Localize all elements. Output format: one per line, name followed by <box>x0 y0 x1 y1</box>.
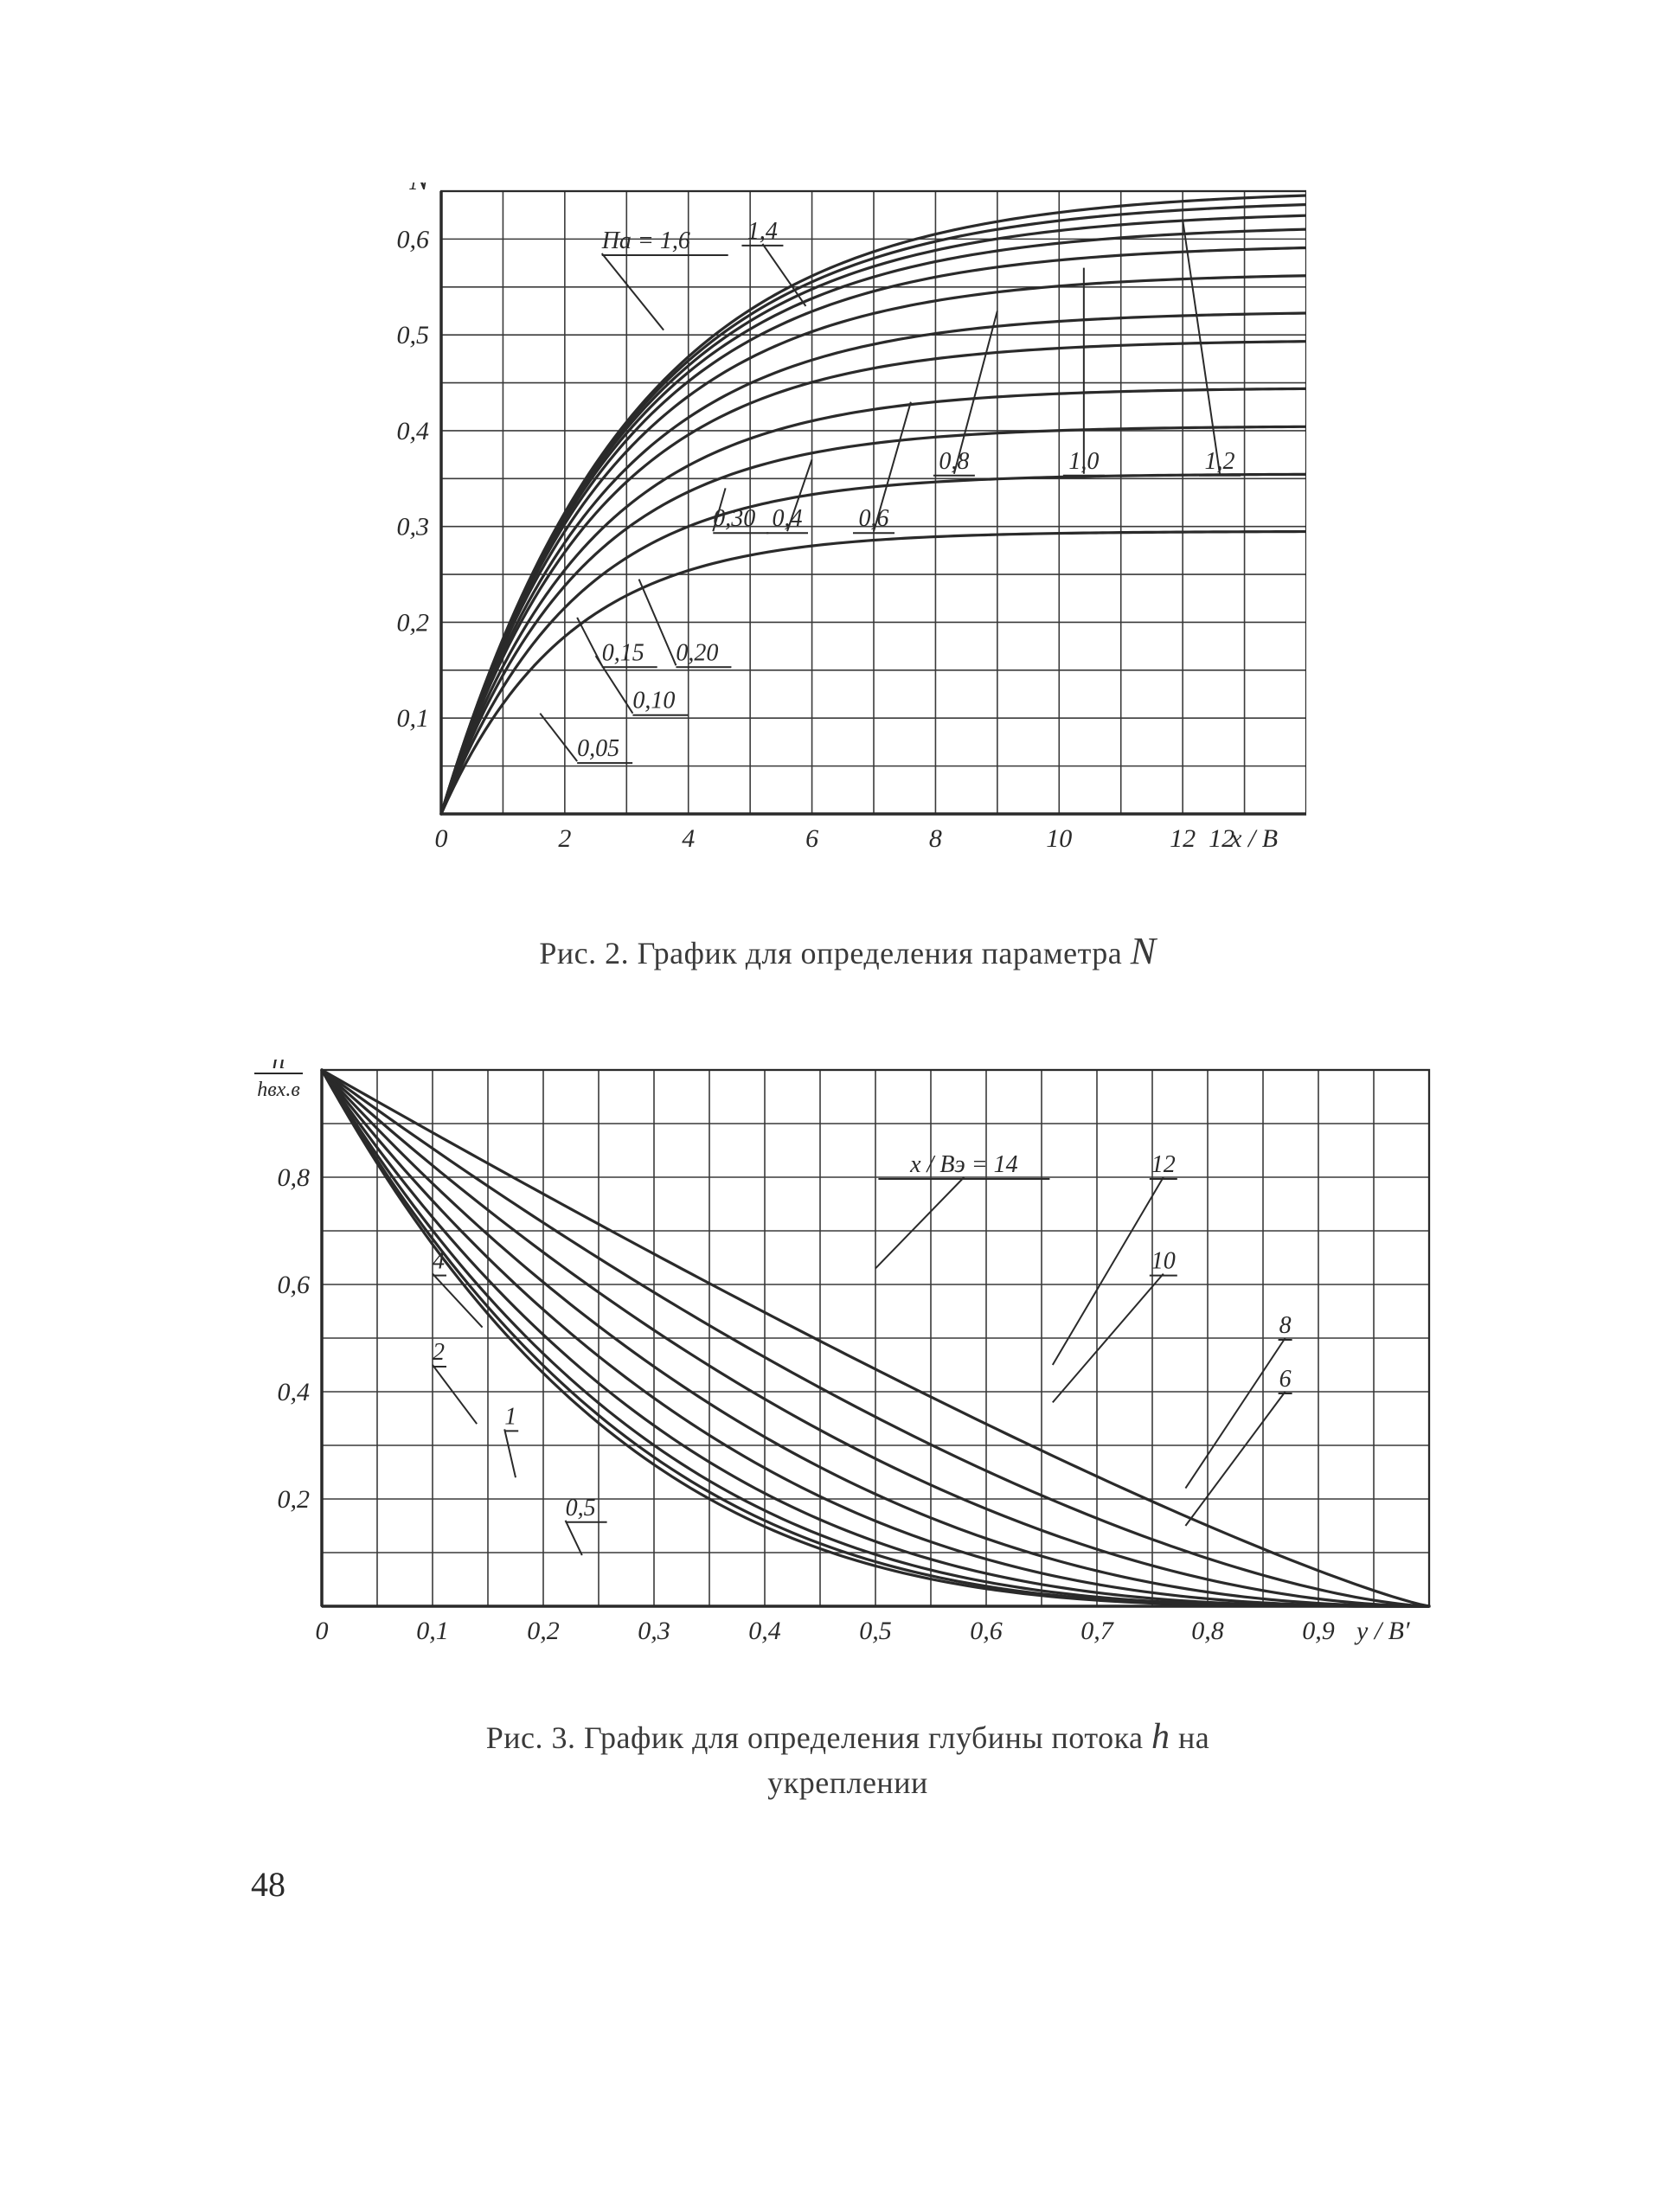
svg-text:N: N <box>408 183 431 196</box>
svg-text:4: 4 <box>682 824 695 853</box>
svg-text:0,6: 0,6 <box>397 225 430 253</box>
svg-text:2: 2 <box>433 1339 445 1366</box>
svg-text:x / Bэ = 14: x / Bэ = 14 <box>909 1151 1018 1178</box>
svg-text:0,9: 0,9 <box>1302 1617 1335 1645</box>
caption-2-line1: Рис. 3. График для определения глубины п… <box>260 1713 1436 1762</box>
svg-text:10: 10 <box>1046 824 1072 853</box>
svg-text:0,5: 0,5 <box>859 1617 892 1645</box>
svg-text:1: 1 <box>504 1403 516 1430</box>
svg-text:1,4: 1,4 <box>747 218 778 245</box>
svg-text:0,30: 0,30 <box>713 505 755 532</box>
svg-text:0: 0 <box>316 1617 329 1645</box>
svg-text:8: 8 <box>1279 1312 1292 1339</box>
caption-1-text: Рис. 2. График для определения параметра <box>539 936 1130 970</box>
svg-text:0,2: 0,2 <box>397 608 430 637</box>
svg-text:2: 2 <box>558 824 571 853</box>
svg-text:0,8: 0,8 <box>278 1163 311 1192</box>
figure-2-wrap: 0 0,1 0,2 0,3 0,4 0,5 0,6 0,7 0,8 0,9 0,2 0,4 0,6 0,8… <box>244 1060 1438 1687</box>
caption-1-symbol: N <box>1131 930 1157 972</box>
svg-text:0: 0 <box>435 824 448 853</box>
svg-text:hвх.в: hвх.в <box>257 1079 300 1101</box>
caption-2-suffix: на <box>1170 1720 1210 1755</box>
svg-text:6: 6 <box>1279 1366 1292 1393</box>
svg-text:0,4: 0,4 <box>748 1617 781 1645</box>
svg-text:0,10: 0,10 <box>632 688 675 714</box>
svg-text:6: 6 <box>805 824 818 853</box>
svg-text:0,8: 0,8 <box>1191 1617 1224 1645</box>
svg-text:0,2: 0,2 <box>278 1485 311 1514</box>
svg-text:12: 12 <box>1170 824 1196 853</box>
page: 0246810120,10,20,30,40,50,6N12x / BэПa =… <box>0 0 1680 2197</box>
svg-text:0,6: 0,6 <box>859 505 889 532</box>
svg-text:0,2: 0,2 <box>527 1617 560 1645</box>
svg-text:0,8: 0,8 <box>939 448 969 475</box>
figure-1-svg: 0246810120,10,20,30,40,50,6N12x / BэПa =… <box>372 183 1306 892</box>
svg-text:8: 8 <box>929 824 942 853</box>
svg-text:0,15: 0,15 <box>602 639 644 666</box>
svg-text:0,05: 0,05 <box>577 735 619 762</box>
svg-text:12: 12 <box>1151 1151 1176 1178</box>
svg-text:1,0: 1,0 <box>1068 448 1099 475</box>
caption-2-prefix: Рис. 3. График для определения глубины п… <box>486 1720 1151 1755</box>
svg-text:0,7: 0,7 <box>1080 1617 1115 1645</box>
svg-text:0,3: 0,3 <box>638 1617 670 1645</box>
svg-text:0,6: 0,6 <box>278 1271 311 1299</box>
svg-text:1,2: 1,2 <box>1205 448 1235 475</box>
figure-2-caption: Рис. 3. График для определения глубины п… <box>260 1713 1436 1803</box>
svg-text:y / B′: y / B′ <box>1354 1617 1410 1645</box>
svg-text:0,5: 0,5 <box>566 1495 596 1521</box>
svg-text:10: 10 <box>1151 1248 1176 1275</box>
caption-2-line2: укреплении <box>260 1762 1436 1804</box>
svg-text:0,1: 0,1 <box>416 1617 449 1645</box>
svg-text:Пa = 1,6: Пa = 1,6 <box>601 227 690 254</box>
svg-text:0,20: 0,20 <box>676 639 718 666</box>
svg-text:x / B: x / B <box>1229 824 1278 853</box>
svg-text:0,4: 0,4 <box>278 1378 311 1406</box>
page-number: 48 <box>251 1864 285 1905</box>
svg-text:0,3: 0,3 <box>397 513 430 541</box>
svg-text:h: h <box>273 1060 285 1074</box>
svg-text:0,1: 0,1 <box>397 704 430 733</box>
svg-text:0,4: 0,4 <box>397 417 430 445</box>
svg-text:4: 4 <box>433 1248 445 1275</box>
figure-2-svg: 0 0,1 0,2 0,3 0,4 0,5 0,6 0,7 0,8 0,9 0,2 0,4 0,6 0,8… <box>244 1060 1438 1682</box>
figure-1-caption: Рис. 2. График для определения параметра… <box>329 926 1367 977</box>
figure-1-wrap: 0246810120,10,20,30,40,50,6N12x / BэПa =… <box>372 183 1306 896</box>
svg-text:0,6: 0,6 <box>970 1617 1003 1645</box>
svg-text:0,4: 0,4 <box>773 505 803 532</box>
caption-2-symbol: h <box>1151 1717 1170 1757</box>
svg-text:0,5: 0,5 <box>397 321 430 349</box>
